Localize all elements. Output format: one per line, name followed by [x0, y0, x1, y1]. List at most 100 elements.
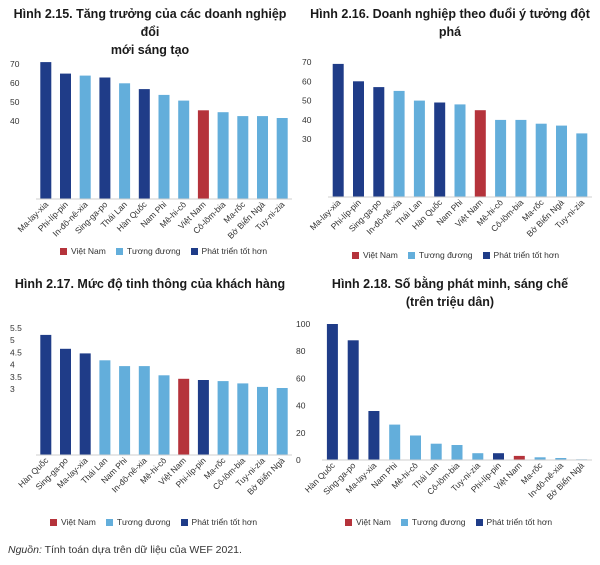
legend-better: Phát triển tốt hơn — [180, 517, 258, 527]
legend-label-equivalent: Tương đương — [116, 517, 171, 527]
bar — [237, 116, 249, 199]
legend-swatch-equivalent — [115, 247, 123, 255]
legend-better: Phát triển tốt hơn — [190, 246, 268, 256]
bar — [373, 87, 385, 197]
legend-swatch-better — [475, 518, 483, 526]
legend-label-vietnam: Việt Nam — [356, 517, 391, 527]
chart-3-title: Hình 2.17. Mức độ tinh thông của khách h… — [5, 275, 295, 293]
bar — [138, 89, 150, 199]
legend-label-better: Phát triển tốt hơn — [201, 246, 268, 256]
legend-swatch-equivalent — [400, 518, 408, 526]
bar — [138, 366, 150, 455]
bar — [276, 388, 288, 455]
y-tick-label: 50 — [302, 96, 312, 106]
bar — [474, 110, 486, 197]
bar — [555, 458, 567, 460]
bar — [79, 75, 91, 199]
y-tick-label: 30 — [302, 134, 312, 144]
bar — [40, 62, 52, 199]
legend-label-vietnam: Việt Nam — [71, 246, 106, 256]
y-tick-label: 60 — [296, 373, 306, 383]
bar — [119, 366, 131, 455]
bar — [60, 73, 71, 199]
chart-1-title-line-1: Hình 2.15. Tăng trưởng của các doanh ngh… — [13, 7, 287, 39]
y-tick-label: 20 — [296, 428, 306, 438]
legend-label-better: Phát triển tốt hơn — [493, 250, 560, 260]
chart-4-legend: Việt Nam Tương đương Phát triển tốt hơn — [345, 517, 552, 527]
bar — [119, 83, 131, 199]
bar — [430, 443, 442, 460]
legend-swatch-better — [180, 518, 188, 526]
bar — [493, 453, 504, 460]
legend-swatch-vietnam — [352, 251, 359, 259]
source-note: Nguồn: Tính toán dựa trên dữ liệu của WE… — [8, 544, 242, 556]
legend-swatch-equivalent — [105, 518, 113, 526]
legend-label-equivalent: Tương đương — [126, 246, 181, 256]
legend-vietnam: Việt Nam — [60, 246, 106, 256]
bar — [178, 100, 190, 199]
bar — [556, 125, 567, 197]
chart-4-title-line-2: (trên triệu dân) — [405, 295, 495, 309]
legend-label-equivalent: Tương đương — [418, 250, 473, 260]
chart-4-title-line-1: Hình 2.18. Số bằng phát minh, sáng chế — [331, 277, 569, 291]
bar — [326, 324, 338, 460]
chart-1-title-line-2: mới sáng tạo — [110, 43, 190, 57]
bar — [393, 90, 405, 197]
bar — [158, 375, 170, 455]
bar — [513, 455, 525, 460]
chart-2-svg: 7060504030Ma-lay-xiaPhi-líp-pinSing-ga-p… — [302, 57, 592, 239]
bar — [217, 381, 229, 455]
legend-vietnam: Việt Nam — [50, 517, 96, 527]
bar — [197, 380, 209, 455]
bar — [332, 63, 344, 198]
legend-swatch-vietnam — [60, 247, 67, 255]
y-tick-label: 4 — [10, 360, 15, 370]
source-text: Tính toán dựa trên dữ liệu của WEF 2021. — [44, 544, 242, 556]
bar — [99, 360, 111, 455]
bar — [217, 112, 229, 199]
bar — [495, 119, 507, 197]
legend-equivalent: Tương đương — [105, 517, 171, 527]
legend-swatch-better — [482, 251, 490, 259]
bar — [99, 77, 111, 199]
chart-3-title-line-1: Hình 2.17. Mức độ tinh thông của khách h… — [14, 277, 286, 291]
legend-better: Phát triển tốt hơn — [482, 250, 560, 260]
bar — [237, 383, 249, 455]
bar — [434, 102, 446, 197]
y-tick-label: 80 — [296, 346, 306, 356]
chart-4-title: Hình 2.18. Số bằng phát minh, sáng chế (… — [300, 275, 600, 311]
bar — [79, 353, 91, 455]
bar — [347, 340, 359, 460]
y-tick-label: 70 — [302, 57, 312, 67]
bar — [451, 445, 463, 460]
y-tick-label: 5.5 — [10, 323, 22, 333]
y-tick-label: 70 — [10, 59, 20, 69]
bar — [257, 386, 268, 455]
y-tick-label: 40 — [302, 115, 312, 125]
bar — [197, 110, 209, 199]
chart-3-legend: Việt Nam Tương đương Phát triển tốt hơn — [50, 517, 257, 527]
legend-equivalent: Tương đương — [115, 246, 181, 256]
legend-label-better: Phát triển tốt hơn — [191, 517, 258, 527]
y-tick-label: 100 — [296, 319, 310, 329]
legend-swatch-vietnam — [50, 518, 57, 526]
bar — [534, 457, 546, 460]
y-tick-label: 3 — [10, 384, 15, 394]
bar — [576, 133, 588, 197]
bar — [368, 411, 380, 460]
bar — [389, 424, 401, 460]
y-tick-label: 4.5 — [10, 347, 22, 357]
y-tick-label: 5 — [10, 335, 15, 345]
y-tick-label: 40 — [296, 401, 306, 411]
chart-1-title: Hình 2.15. Tăng trưởng của các doanh ngh… — [5, 5, 295, 59]
bar — [454, 104, 466, 197]
legend-swatch-better — [190, 247, 198, 255]
legend-swatch-equivalent — [407, 251, 415, 259]
legend-label-vietnam: Việt Nam — [363, 250, 398, 260]
chart-2-title-line-1: Hình 2.16. Doanh nghiệp theo đuổi ý tưởn… — [310, 7, 590, 39]
legend-equivalent: Tương đương — [400, 517, 466, 527]
chart-1-legend: Việt Nam Tương đương Phát triển tốt hơn — [60, 246, 267, 256]
bar — [276, 118, 288, 199]
y-tick-label: 60 — [302, 76, 312, 86]
